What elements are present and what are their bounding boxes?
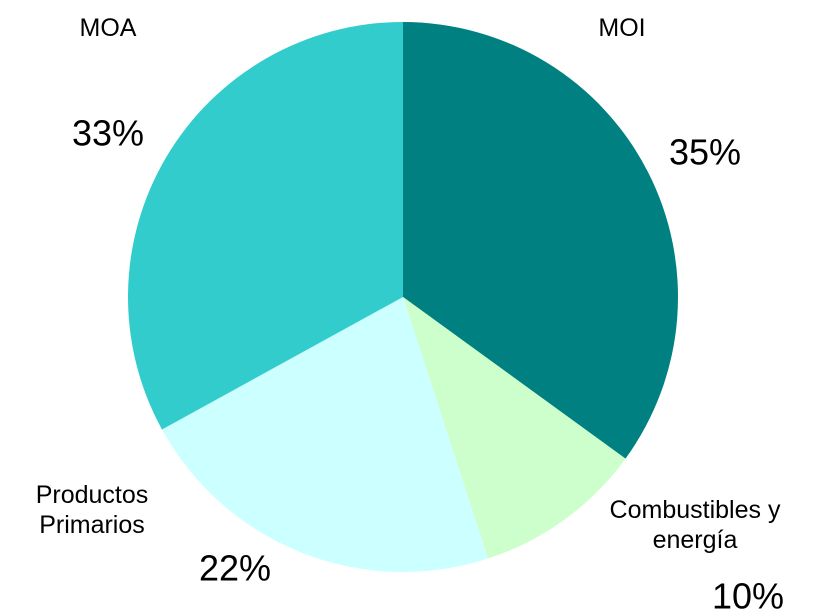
value-label: 33% (71, 112, 145, 154)
category-label: MOI (598, 14, 646, 42)
pie-slice (403, 22, 678, 459)
category-label: Productos Primarios (35, 481, 149, 539)
category-label: Combustibles y energía (609, 496, 781, 554)
value-label: 35% (668, 131, 742, 173)
value-label: 22% (198, 547, 272, 589)
value-label: 10% (711, 575, 785, 613)
pie-slice (127, 21, 403, 430)
pie-slice (162, 297, 488, 572)
category-label: MOA (79, 14, 137, 42)
pie-slice (403, 297, 626, 559)
